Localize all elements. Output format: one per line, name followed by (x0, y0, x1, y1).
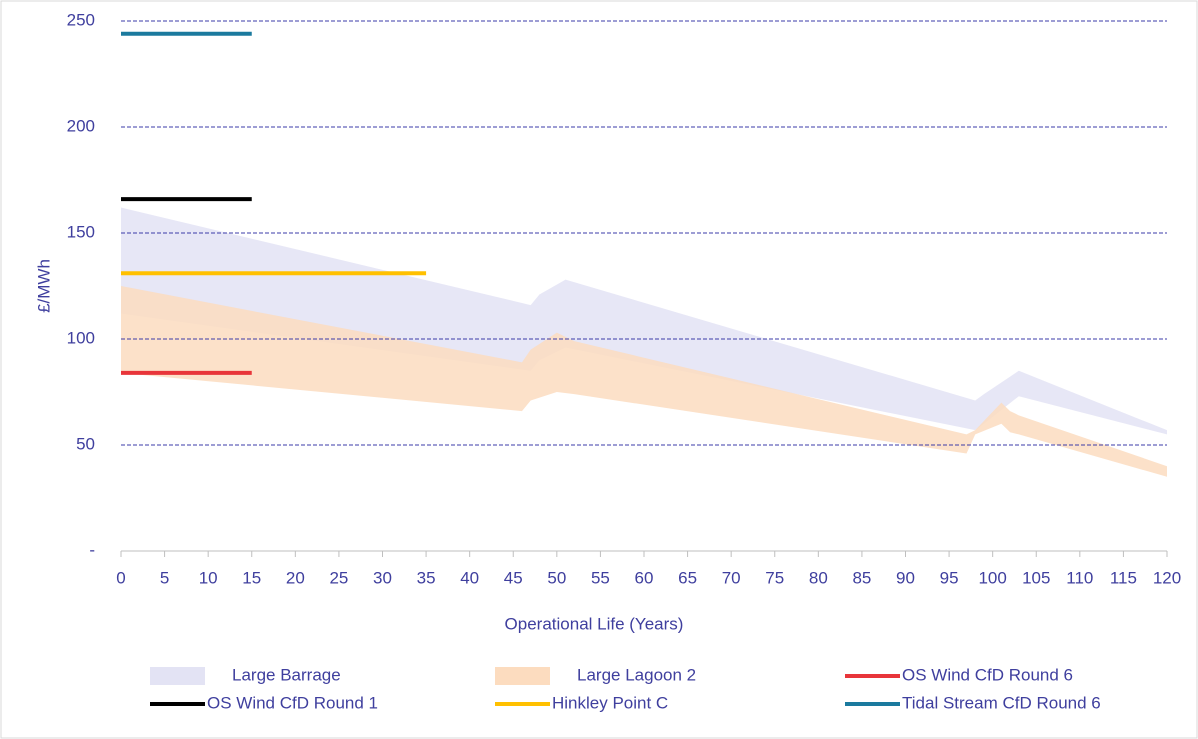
x-tick-label: 105 (1022, 568, 1050, 587)
x-tick-label: 30 (373, 568, 392, 587)
x-tick-label: 10 (199, 568, 218, 587)
x-tick-label: 20 (286, 568, 305, 587)
x-tick-label: 70 (722, 568, 741, 587)
x-tick-label: 115 (1110, 568, 1137, 587)
x-tick-label: 0 (116, 568, 125, 587)
x-tick-label: 85 (852, 568, 871, 587)
legend-swatch (150, 667, 205, 685)
x-tick-label: 15 (242, 568, 261, 587)
x-tick-label: 110 (1066, 568, 1093, 587)
x-tick-label: 55 (591, 568, 610, 587)
x-tick-label: 120 (1153, 568, 1181, 587)
x-tick-label: 45 (504, 568, 523, 587)
x-tick-label: 25 (329, 568, 348, 587)
y-tick-label: 200 (67, 116, 95, 135)
x-tick-label: 5 (160, 568, 169, 587)
y-tick-label: 250 (67, 10, 95, 29)
y-tick-label: 150 (67, 222, 95, 241)
x-tick-label: 90 (896, 568, 915, 587)
legend-label: Large Lagoon 2 (577, 665, 696, 684)
band-area (121, 207, 1167, 435)
legend-label: Tidal Stream CfD Round 6 (902, 693, 1101, 712)
y-tick-label: 50 (76, 434, 95, 453)
band-area (121, 286, 1167, 477)
legend-swatch (495, 667, 550, 685)
x-tick-label: 80 (809, 568, 828, 587)
x-axis-title: Operational Life (Years) (505, 614, 684, 633)
x-tick-label: 40 (460, 568, 479, 587)
x-tick-label: 75 (765, 568, 784, 587)
legend-label: Hinkley Point C (552, 693, 668, 712)
y-tick-label: - (89, 540, 95, 559)
x-tick-label: 100 (978, 568, 1006, 587)
x-tick-label: 50 (547, 568, 566, 587)
x-tick-label: 95 (940, 568, 959, 587)
x-tick-label: 60 (635, 568, 654, 587)
y-tick-label: 100 (67, 328, 95, 347)
y-axis-title: £/MWh (34, 259, 53, 313)
x-tick-label: 65 (678, 568, 697, 587)
x-tick-label: 35 (417, 568, 436, 587)
legend-label: Large Barrage (232, 665, 341, 684)
legend-label: OS Wind CfD Round 1 (207, 693, 378, 712)
legend-label: OS Wind CfD Round 6 (902, 665, 1073, 684)
